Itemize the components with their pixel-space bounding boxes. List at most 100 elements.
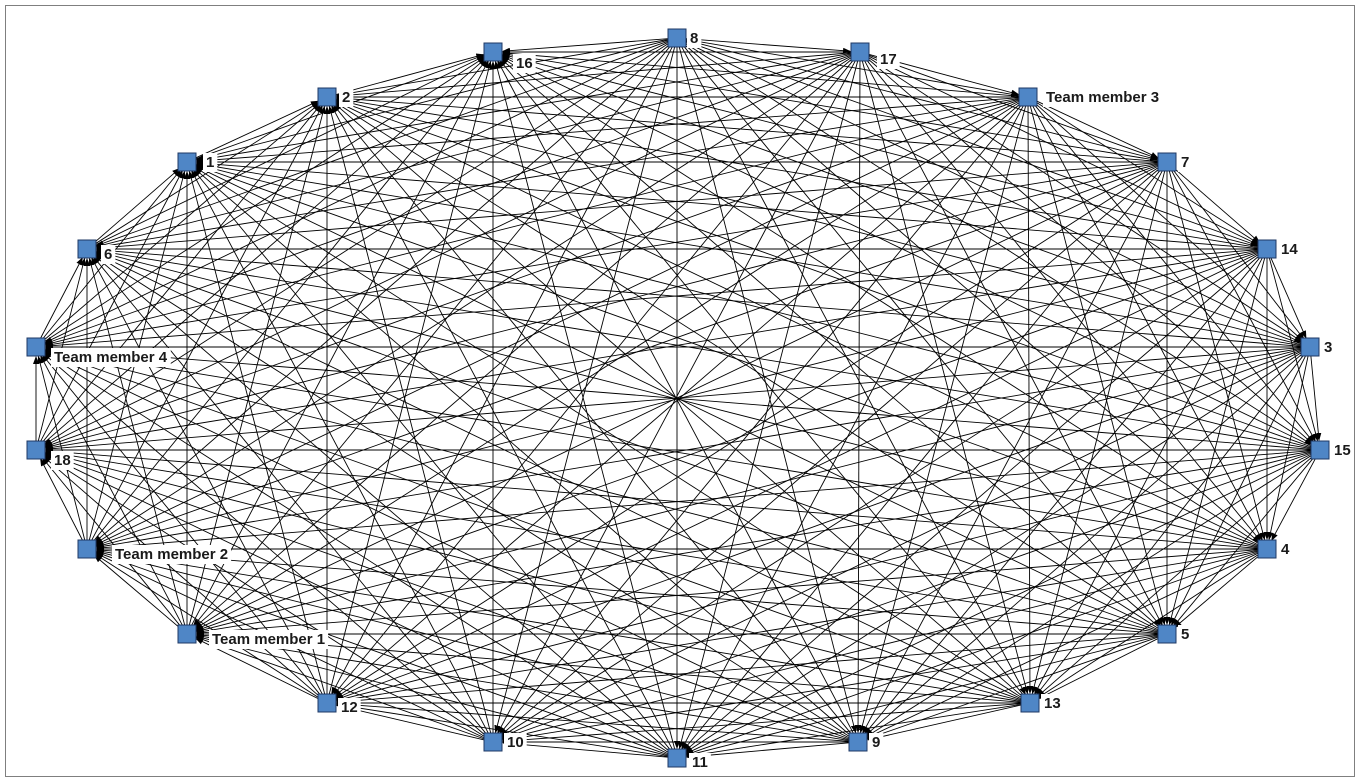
node-square[interactable] (850, 42, 870, 62)
edge-9-11 (685, 742, 850, 760)
node-square[interactable] (667, 28, 687, 48)
node-6[interactable]: 6 (77, 239, 112, 263)
edge-4-TM4 (44, 346, 1259, 548)
node-square[interactable] (848, 732, 868, 752)
edge-3-15 (1310, 355, 1322, 442)
node-square[interactable] (26, 337, 46, 357)
edge-8-TM2 (93, 43, 671, 544)
edge-11-TM2 (95, 551, 669, 756)
edge-15-1 (195, 163, 1312, 449)
edge-TM3-14 (1035, 101, 1260, 245)
node-18[interactable]: 18 (26, 440, 71, 469)
node-square[interactable] (1257, 539, 1277, 559)
node-square[interactable] (1310, 440, 1330, 460)
node-tm1[interactable]: Team member 1 (177, 624, 325, 648)
node-square[interactable] (1157, 152, 1177, 172)
edge-13-10 (501, 703, 1022, 744)
edge-TM2-2 (90, 104, 323, 542)
node-square[interactable] (1157, 624, 1177, 644)
node-5[interactable]: 5 (1157, 624, 1189, 644)
node-tm3[interactable]: Team member 3 (1018, 87, 1159, 107)
node-9[interactable]: 9 (848, 732, 880, 752)
node-2[interactable]: 2 (317, 87, 350, 107)
edge-8-5 (682, 44, 1162, 628)
edge-3-12 (335, 349, 1302, 701)
edge-TM4-2 (42, 102, 321, 342)
edge-3-6 (95, 247, 1302, 347)
edge-5-12 (335, 634, 1159, 705)
node-square[interactable] (667, 748, 687, 768)
node-7[interactable]: 7 (1157, 152, 1189, 172)
node-label: 18 (54, 452, 71, 469)
node-10[interactable]: 10 (483, 732, 524, 752)
label-background (1278, 540, 1293, 559)
edge-TM3-16 (501, 50, 1020, 97)
edge-TM2-16 (92, 58, 488, 543)
label-background (339, 88, 354, 107)
node-16[interactable]: 16 (483, 42, 533, 72)
label-background (877, 50, 900, 69)
node-square[interactable] (77, 539, 97, 559)
edge-13-TM2 (95, 548, 1022, 702)
node-square[interactable] (26, 440, 46, 460)
node-square[interactable] (177, 624, 197, 644)
node-15[interactable]: 15 (1310, 440, 1351, 460)
node-square[interactable] (1300, 337, 1320, 357)
node-12[interactable]: 12 (317, 693, 358, 716)
node-17[interactable]: 17 (850, 42, 897, 68)
label-background (504, 733, 527, 752)
edge-11-6 (93, 254, 671, 753)
node-tm4[interactable]: Team member 4 (26, 337, 168, 366)
edge-3-5 (1171, 354, 1307, 626)
node-square[interactable] (77, 239, 97, 259)
node-square[interactable] (483, 42, 503, 62)
node-11[interactable]: 11 (667, 748, 708, 771)
edge-5-1 (195, 165, 1160, 631)
edge-17-14 (867, 55, 1259, 246)
edge-5-13 (1038, 637, 1160, 699)
node-square[interactable] (1020, 693, 1040, 713)
node-tm2[interactable]: Team member 2 (77, 539, 228, 563)
node-label: 11 (692, 754, 708, 771)
label-background (869, 733, 884, 752)
edge-13-6 (95, 252, 1023, 700)
edge-3-2 (335, 98, 1302, 346)
edge-TM1-TM2 (93, 554, 181, 629)
node-square[interactable] (317, 693, 337, 713)
edge-3-TM1 (195, 348, 1302, 633)
node-square[interactable] (483, 732, 503, 752)
node-square[interactable] (1257, 239, 1277, 259)
node-3[interactable]: 3 (1300, 337, 1332, 357)
node-label: 15 (1334, 442, 1351, 459)
edge-13-TM1 (195, 632, 1022, 703)
node-square[interactable] (317, 87, 337, 107)
label-background (101, 245, 116, 264)
node-8[interactable]: 8 (667, 28, 698, 48)
edge-11-1 (192, 168, 672, 752)
node-label: Team member 3 (1046, 89, 1159, 106)
node-label: Team member 1 (212, 631, 325, 648)
edge-11-TM1 (195, 635, 669, 757)
edge-TM3-11 (681, 104, 1025, 751)
edge-9-12 (335, 701, 850, 742)
node-14[interactable]: 14 (1257, 239, 1298, 259)
node-square[interactable] (1018, 87, 1038, 107)
edge-6-2 (94, 101, 320, 245)
node-13[interactable]: 13 (1020, 693, 1061, 713)
edge-10-TM4 (42, 352, 487, 737)
label-background (689, 753, 711, 772)
edge-7-2 (335, 95, 1159, 162)
node-1[interactable]: 1 (177, 152, 214, 172)
node-square[interactable] (177, 152, 197, 172)
edge-3-11 (684, 351, 1303, 754)
node-4[interactable]: 4 (1257, 539, 1290, 559)
edge-13-18 (44, 451, 1022, 702)
edge-8-1 (195, 39, 669, 161)
label-background (338, 698, 361, 717)
edge-7-4 (1168, 170, 1266, 541)
edge-1-2 (194, 100, 319, 159)
edge-8-6 (95, 40, 669, 247)
edge-11-16 (494, 60, 676, 750)
edge-9-2 (332, 103, 853, 736)
